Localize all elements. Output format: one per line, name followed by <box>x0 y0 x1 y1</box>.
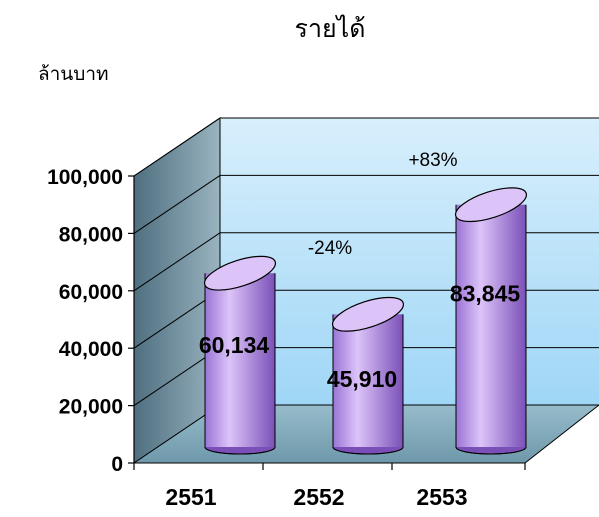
category-label-2552: 2552 <box>293 484 344 510</box>
category-label-2553: 2553 <box>416 484 467 510</box>
annotation-decrease: -24% <box>308 238 352 259</box>
bar-top <box>331 296 405 332</box>
gridline-side <box>133 174 221 234</box>
bar-body <box>456 204 526 447</box>
category-label-2551: 2551 <box>165 484 216 510</box>
data-label-2553: 83,845 <box>450 281 521 307</box>
bar-top <box>203 255 277 291</box>
annotation-increase: +83% <box>408 150 457 171</box>
bar-body <box>333 314 403 447</box>
data-labels: 60,134 45,910 83,845 <box>199 281 521 392</box>
y-axis-label: ล้านบาท <box>38 64 109 85</box>
gridline-side <box>133 232 221 292</box>
y-tick-label: 40,000 <box>59 338 123 361</box>
gridlines <box>133 117 599 407</box>
bar-2552 <box>331 296 405 455</box>
y-tick-label: 20,000 <box>59 396 123 419</box>
y-tick-label: 0 <box>111 453 123 476</box>
y-axis <box>128 175 526 470</box>
bar-bottom-edge <box>332 446 404 455</box>
bar-2553 <box>454 187 528 455</box>
y-tick-label: 100,000 <box>47 166 123 189</box>
gridline-side <box>133 117 221 177</box>
y-tick-label: 60,000 <box>59 281 123 304</box>
bar-body <box>205 273 275 447</box>
category-labels: 2551 2552 2553 <box>165 484 467 510</box>
bar-bottom-edge <box>455 446 527 455</box>
bar-bottom-edge <box>204 446 276 455</box>
bar-2551 <box>203 255 277 455</box>
y-tick-label: 80,000 <box>59 223 123 246</box>
data-label-2552: 45,910 <box>327 366 397 392</box>
bars <box>203 187 528 455</box>
data-label-2551: 60,134 <box>199 332 270 358</box>
bar-top <box>454 187 528 223</box>
chart-title: รายได้ <box>295 14 366 43</box>
y-tick-labels: 0 20,000 40,000 60,000 80,000 100,000 <box>47 166 123 476</box>
